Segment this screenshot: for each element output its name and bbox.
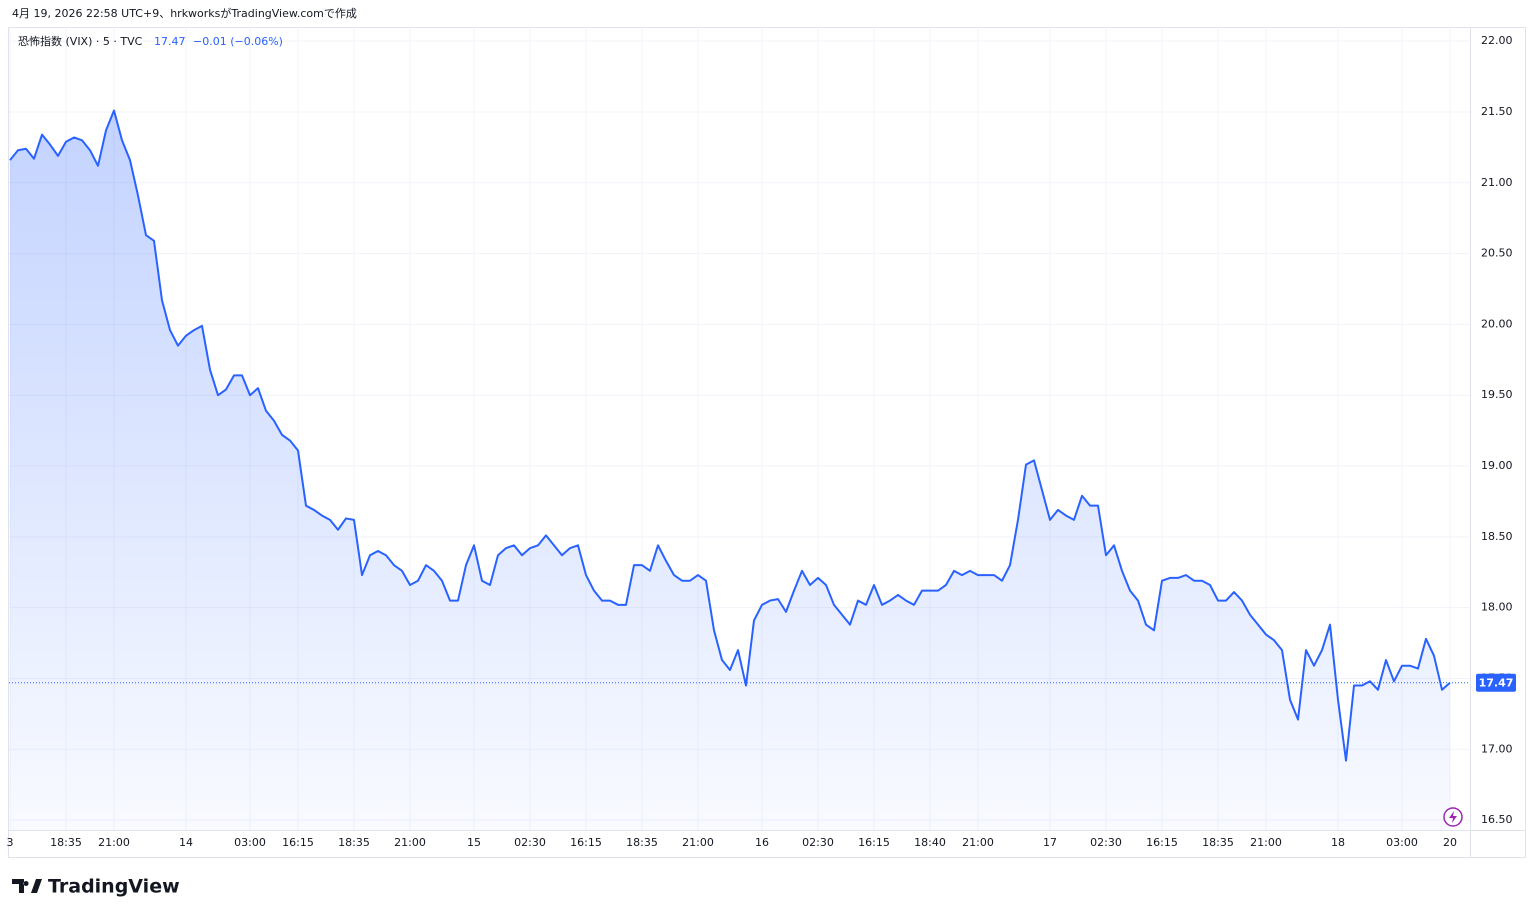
x-tick-label: 02:30 <box>514 836 546 849</box>
y-tick-label: 18.00 <box>1481 601 1513 614</box>
last-value-tag <box>1476 673 1516 692</box>
y-tick-label: 21.50 <box>1481 105 1513 118</box>
plot <box>9 109 1470 831</box>
x-tick-label: 16:15 <box>858 836 890 849</box>
price-line <box>9 109 1451 762</box>
y-tick-label: 19.00 <box>1481 459 1513 472</box>
x-tick-label: 16:15 <box>1146 836 1178 849</box>
x-tick-label: 03:00 <box>1386 836 1418 849</box>
x-tick-label: 21:00 <box>682 836 714 849</box>
x-tick-label: 14 <box>179 836 193 849</box>
x-tick-label: 21:00 <box>394 836 426 849</box>
x-tick-label: 02:30 <box>1090 836 1122 849</box>
x-tick-label: 16:15 <box>282 836 314 849</box>
symbol-title: 恐怖指数 (VIX) · 5 · TVC <box>18 34 143 48</box>
x-tick-label: 20 <box>1443 836 1457 849</box>
area-fill <box>10 110 1450 831</box>
last-value-tag-label: 17.47 <box>1479 677 1514 690</box>
logo-text: TradingView <box>48 876 180 898</box>
change: −0.01 (−0.06%) <box>193 35 283 48</box>
y-tick-label: 19.50 <box>1481 388 1513 401</box>
x-tick-label: 15 <box>467 836 481 849</box>
x-tick-label: 16 <box>755 836 769 849</box>
logo: TradingView <box>12 876 180 898</box>
x-tick-label: 18:35 <box>338 836 370 849</box>
caption: 4月 19, 2026 22:58 UTC+9、hrkworksがTrading… <box>12 6 357 20</box>
x-tick-label: 03:00 <box>234 836 266 849</box>
x-tick-label: 17 <box>1043 836 1057 849</box>
x-tick-label: 16:15 <box>570 836 602 849</box>
y-tick-label: 18.50 <box>1481 530 1513 543</box>
x-tick-label: 18:35 <box>1202 836 1234 849</box>
x-tick-label: 18:35 <box>50 836 82 849</box>
last-value: 17.47 <box>154 35 186 48</box>
y-tick-label: 20.50 <box>1481 247 1513 260</box>
x-tick-label: 3 <box>7 836 14 849</box>
y-tick-label: 16.50 <box>1481 813 1513 826</box>
y-tick-label: 20.00 <box>1481 317 1513 330</box>
x-tick-label: 02:30 <box>802 836 834 849</box>
y-tick-label: 17.00 <box>1481 742 1513 755</box>
frame <box>8 27 1526 858</box>
y-tick-label: 21.00 <box>1481 176 1513 189</box>
x-tick-label: 21:00 <box>962 836 994 849</box>
logo-mark <box>12 879 42 893</box>
x-tick-label: 18:40 <box>914 836 946 849</box>
x-tick-label: 18 <box>1331 836 1345 849</box>
alert-icon-bolt <box>1449 811 1457 823</box>
x-tick-label: 21:00 <box>98 836 130 849</box>
y-tick-label: 22.00 <box>1481 34 1513 47</box>
x-tick-label: 21:00 <box>1250 836 1282 849</box>
x-tick-label: 18:35 <box>626 836 658 849</box>
